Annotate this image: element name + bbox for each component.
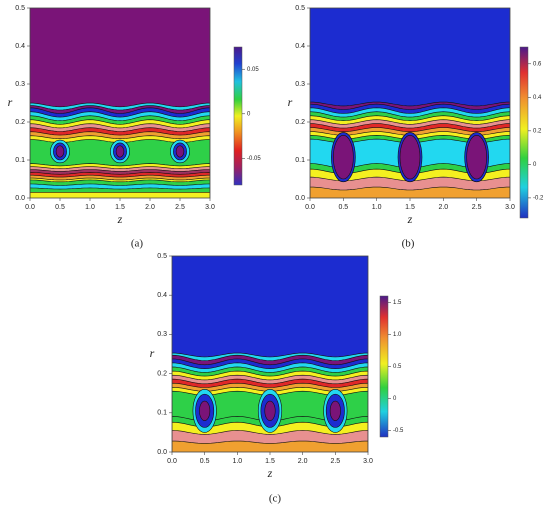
colorbar-tick-label: 0.2 <box>533 128 542 134</box>
y-tick-label: 0.4 <box>15 43 25 50</box>
y-axis-label: r <box>288 95 293 109</box>
x-tick-label: 0.5 <box>55 204 65 211</box>
contour-cell <box>333 134 354 180</box>
colorbar-tick-label: 0.6 <box>533 61 542 67</box>
x-tick-label: 2.5 <box>472 204 482 211</box>
contour-cell <box>399 134 421 180</box>
contour-cell <box>329 400 341 421</box>
y-tick-label: 0.2 <box>15 119 25 126</box>
y-tick-label: 0.5 <box>295 5 305 12</box>
contour-field <box>172 256 368 452</box>
panel-label: (a) <box>131 238 144 250</box>
y-tick-label: 0.3 <box>15 81 25 88</box>
x-tick-label: 1.5 <box>405 204 415 211</box>
y-tick-label: 0.4 <box>157 292 167 299</box>
colorbar-tick-label: 0 <box>393 396 397 402</box>
x-axis-label: z <box>267 466 273 480</box>
y-tick-label: 0.0 <box>15 195 25 202</box>
y-tick-label: 0.1 <box>157 410 167 417</box>
panel-label: (c) <box>269 493 282 505</box>
panel-label: (b) <box>402 238 415 250</box>
colorbar-tick-label: 0 <box>533 162 537 168</box>
colorbar-tick-label: -0.5 <box>393 428 404 434</box>
contour-cell <box>115 145 125 158</box>
x-axis-label: z <box>407 212 413 226</box>
y-tick-label: 0.5 <box>157 253 167 260</box>
colorbar <box>233 46 243 186</box>
y-tick-label: 0.1 <box>295 157 305 164</box>
colorbar-tick-label: 1.0 <box>393 332 402 338</box>
colorbar-tick-label: 0.5 <box>393 364 402 370</box>
colorbar-tick-label: 1.5 <box>393 300 402 306</box>
y-tick-label: 0.5 <box>15 5 25 12</box>
contour-cell <box>466 134 487 180</box>
x-tick-label: 2.5 <box>175 204 185 211</box>
x-tick-label: 3.0 <box>505 204 515 211</box>
x-tick-label: 2.0 <box>298 458 308 465</box>
x-tick-label: 0.0 <box>25 204 35 211</box>
y-axis-label: r <box>8 95 13 109</box>
contour-field <box>310 8 510 198</box>
contour-band <box>172 440 368 452</box>
x-tick-label: 1.0 <box>372 204 382 211</box>
y-tick-label: 0.2 <box>157 370 167 377</box>
colorbar-tick-label: -0.2 <box>533 195 544 201</box>
y-tick-label: 0.0 <box>295 195 305 202</box>
y-tick-label: 0.1 <box>15 157 25 164</box>
contour-band <box>30 192 210 198</box>
colorbar <box>379 295 389 438</box>
contour-cell <box>199 400 211 421</box>
contour-cell <box>264 400 276 421</box>
x-tick-label: 0.0 <box>167 458 177 465</box>
contour-band <box>310 186 510 198</box>
x-tick-label: 2.5 <box>330 458 340 465</box>
y-tick-label: 0.3 <box>157 331 167 338</box>
colorbar <box>519 46 529 219</box>
x-tick-label: 1.5 <box>265 458 275 465</box>
contour-cell <box>175 145 185 158</box>
contour-panel: 0.0 0.5 1.0 1.5 2.0 2.5 3.0 0.0 0.1 0.2 0.3 0.4 0.5 z… <box>150 253 404 505</box>
colorbar-tick-label: 0 <box>247 111 251 117</box>
x-tick-label: 2.0 <box>438 204 448 211</box>
contour-cell <box>55 145 65 158</box>
x-tick-label: 2.0 <box>145 204 155 211</box>
contour-panel: 0.0 0.5 1.0 1.5 2.0 2.5 3.0 0.0 0.1 0.2 0.3 0.4 0.5 z… <box>288 5 544 250</box>
x-tick-label: 1.5 <box>115 204 125 211</box>
colorbar-tick-label: 0.4 <box>533 95 542 101</box>
x-tick-label: 1.0 <box>85 204 95 211</box>
x-tick-label: 3.0 <box>205 204 215 211</box>
x-tick-label: 0.0 <box>305 204 315 211</box>
x-tick-label: 1.0 <box>232 458 242 465</box>
contour-field <box>30 8 210 198</box>
y-tick-label: 0.3 <box>295 81 305 88</box>
y-axis-label: r <box>150 346 155 360</box>
y-tick-label: 0.0 <box>157 449 167 456</box>
x-tick-label: 0.5 <box>200 458 210 465</box>
x-tick-label: 0.5 <box>338 204 348 211</box>
x-axis-label: z <box>117 212 123 226</box>
colorbar-tick-label: 0.05 <box>247 67 259 73</box>
colorbar-tick-label: -0.05 <box>247 156 261 162</box>
y-tick-label: 0.2 <box>295 119 305 126</box>
x-tick-label: 3.0 <box>363 458 373 465</box>
y-tick-label: 0.4 <box>295 43 305 50</box>
contour-panel: 0.0 0.5 1.0 1.5 2.0 2.5 3.0 0.0 0.1 0.2 0.3 0.4 0.5 z… <box>8 5 262 250</box>
